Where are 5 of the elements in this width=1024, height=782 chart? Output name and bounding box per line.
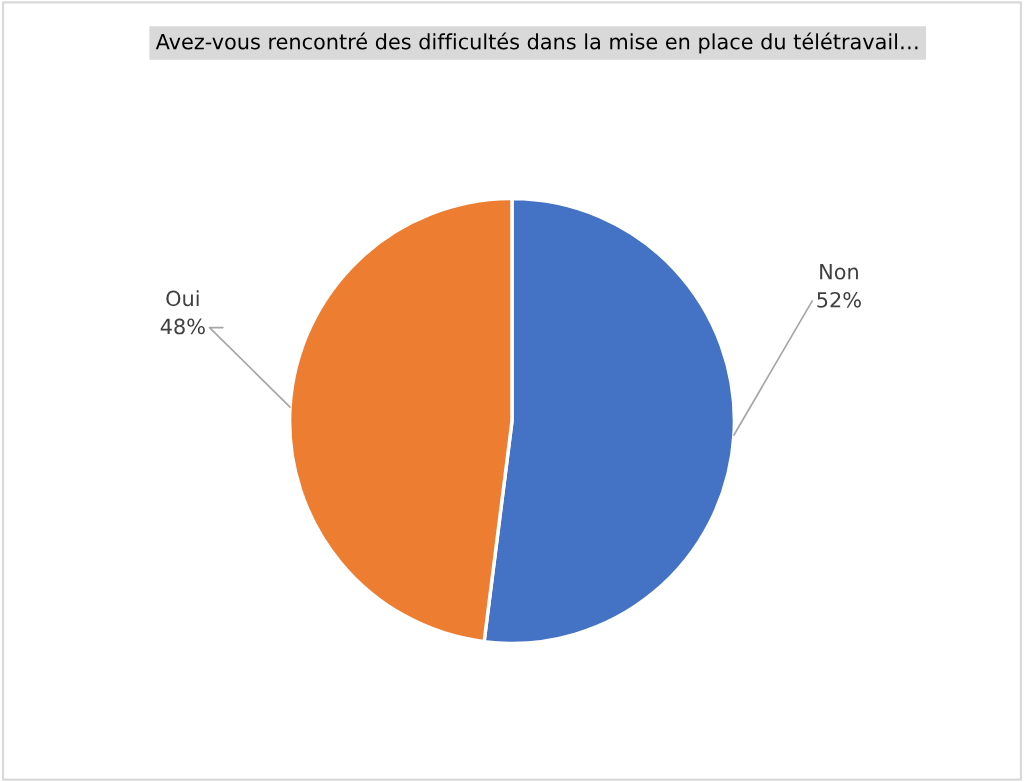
data-label: 48% (160, 318, 205, 335)
slice-label: Oui (166, 290, 199, 307)
chart-title: Avez-vous rencontré des difficultés dans la mise en place du télétravail… (155, 32, 918, 54)
data-label: 52% (817, 291, 861, 308)
slice-label: Non (820, 264, 858, 280)
